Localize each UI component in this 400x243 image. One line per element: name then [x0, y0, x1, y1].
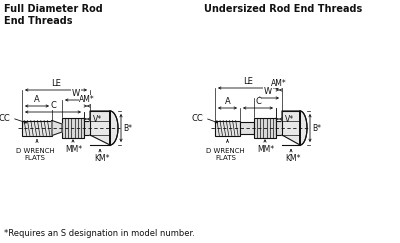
Text: W: W	[72, 89, 80, 98]
Text: C: C	[255, 97, 261, 106]
Text: *Requires an S designation in model number.: *Requires an S designation in model numb…	[4, 229, 195, 238]
Text: KM*: KM*	[94, 154, 110, 163]
Text: LE: LE	[244, 77, 254, 86]
Bar	[254, 118, 276, 138]
Text: V*: V*	[285, 114, 294, 123]
Text: MM*: MM*	[258, 145, 274, 154]
Polygon shape	[282, 111, 307, 145]
Text: B*: B*	[123, 123, 132, 132]
Text: C: C	[50, 101, 56, 110]
Text: A: A	[34, 95, 40, 104]
Bar	[84, 121, 90, 135]
Bar	[240, 122, 254, 134]
Text: CC: CC	[0, 113, 10, 122]
Text: Undersized Rod End Threads: Undersized Rod End Threads	[204, 4, 362, 14]
Text: MM*: MM*	[66, 145, 82, 154]
Polygon shape	[90, 111, 118, 145]
Text: B*: B*	[312, 123, 321, 132]
Text: LE: LE	[51, 79, 61, 88]
Text: V*: V*	[93, 114, 102, 123]
Text: W: W	[264, 87, 272, 96]
Text: AM*: AM*	[79, 95, 95, 104]
Text: A: A	[225, 97, 230, 106]
Text: Full Diameter Rod
End Threads: Full Diameter Rod End Threads	[4, 4, 103, 26]
Polygon shape	[52, 121, 62, 136]
Bar	[22, 121, 52, 136]
Text: AM*: AM*	[271, 79, 287, 88]
Text: KM*: KM*	[285, 154, 301, 163]
Text: D WRENCH
FLATS: D WRENCH FLATS	[206, 148, 245, 160]
Text: CC: CC	[191, 113, 203, 122]
Text: D WRENCH
FLATS: D WRENCH FLATS	[16, 148, 54, 160]
Bar	[62, 118, 84, 138]
Bar	[215, 121, 240, 136]
Bar	[276, 121, 282, 135]
